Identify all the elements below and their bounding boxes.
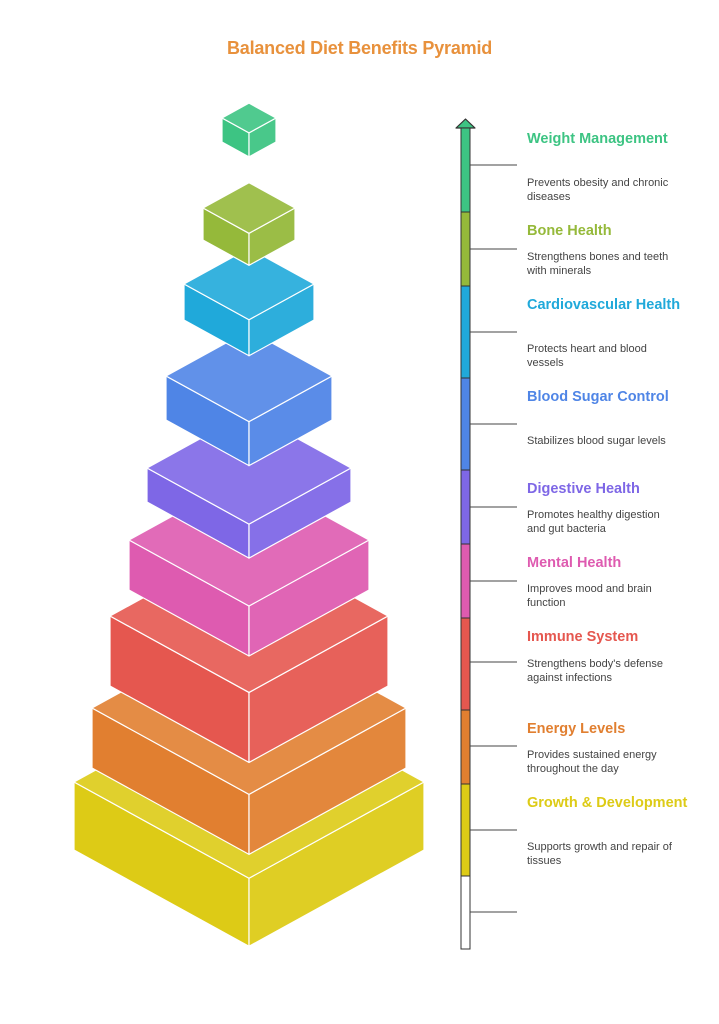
scale-segment-base [460, 875, 471, 950]
label-immune-desc: Strengthens body's defense against infec… [527, 658, 664, 684]
pyramid-block-cardio [183, 247, 315, 357]
scale-segment-mental [460, 543, 471, 619]
label-cardio-title: Cardiovascular Health [527, 297, 681, 313]
scale-segment-bone [460, 211, 471, 287]
pyramid-block-weight [221, 102, 277, 158]
label-blood-title: Blood Sugar Control [527, 389, 669, 405]
scale-segment-cardio [460, 285, 471, 379]
scale-segment-blood [460, 377, 471, 471]
label-blood-desc: Stabilizes blood sugar levels [527, 435, 666, 447]
scale-segment-immune [460, 617, 471, 711]
scale-segment-weight [460, 127, 471, 213]
label-bone-desc: Strengthens bones and teeth with mineral… [527, 251, 669, 277]
label-cardio-desc: Protects heart and blood vessels [527, 343, 647, 369]
label-weight-desc: Prevents obesity and chronic diseases [527, 177, 669, 203]
benefit-scale [455, 118, 517, 950]
label-immune-title: Immune System [527, 629, 639, 645]
scale-segment-energy [460, 709, 471, 785]
label-energy-title: Energy Levels [527, 721, 626, 737]
block-weight-top-face [221, 102, 277, 134]
label-growth-desc: Supports growth and repair of tissues [527, 841, 672, 867]
scale-segment-digestive [460, 469, 471, 545]
pyramid-block-bone [202, 182, 296, 266]
pyramid [73, 102, 425, 947]
label-mental-title: Mental Health [527, 555, 622, 571]
block-cardio-top-face [183, 247, 315, 321]
pyramid-block-blood [165, 329, 333, 467]
label-weight-title: Weight Management [527, 131, 668, 147]
label-mental-desc: Improves mood and brain function [527, 583, 652, 609]
block-bone-top-face [202, 182, 296, 234]
pyramid-block-digestive [146, 411, 352, 559]
label-digestive-desc: Promotes healthy digestion and gut bacte… [527, 509, 660, 535]
block-blood-top-face [165, 329, 333, 423]
scale-segment-growth [460, 783, 471, 877]
scale-arrow-head [455, 118, 476, 129]
label-digestive-title: Digestive Health [527, 481, 640, 497]
label-growth-title: Growth & Development [527, 795, 688, 811]
label-bone-title: Bone Health [527, 223, 612, 239]
diagram-title: Balanced Diet Benefits Pyramid [226, 38, 493, 58]
label-energy-desc: Provides sustained energy throughout the… [527, 749, 657, 775]
